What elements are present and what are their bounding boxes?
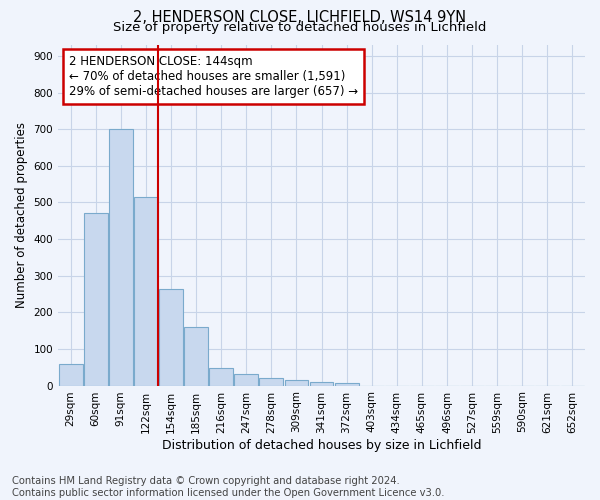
X-axis label: Distribution of detached houses by size in Lichfield: Distribution of detached houses by size … xyxy=(162,440,481,452)
Bar xyxy=(184,327,208,386)
Bar xyxy=(235,374,258,386)
Bar xyxy=(259,378,283,386)
Y-axis label: Number of detached properties: Number of detached properties xyxy=(15,122,28,308)
Bar xyxy=(134,197,158,386)
Bar xyxy=(109,129,133,386)
Text: 2 HENDERSON CLOSE: 144sqm
← 70% of detached houses are smaller (1,591)
29% of se: 2 HENDERSON CLOSE: 144sqm ← 70% of detac… xyxy=(68,55,358,98)
Bar xyxy=(284,380,308,386)
Bar xyxy=(335,383,359,386)
Text: Contains HM Land Registry data © Crown copyright and database right 2024.
Contai: Contains HM Land Registry data © Crown c… xyxy=(12,476,445,498)
Bar xyxy=(59,364,83,386)
Bar xyxy=(159,288,183,386)
Bar xyxy=(84,214,107,386)
Text: 2, HENDERSON CLOSE, LICHFIELD, WS14 9YN: 2, HENDERSON CLOSE, LICHFIELD, WS14 9YN xyxy=(133,10,467,25)
Text: Size of property relative to detached houses in Lichfield: Size of property relative to detached ho… xyxy=(113,21,487,34)
Bar xyxy=(209,368,233,386)
Bar xyxy=(310,382,334,386)
